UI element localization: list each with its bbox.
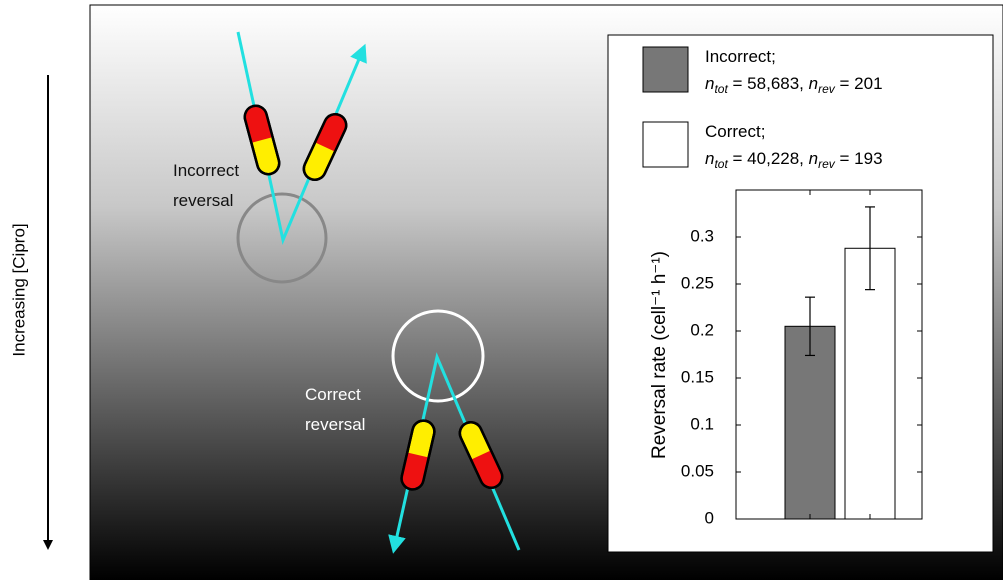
- y-tick-label: 0.1: [690, 414, 714, 433]
- y-tick-label: 0: [705, 508, 714, 527]
- legend-detail-part: = 40,228,: [728, 149, 809, 168]
- y-tick-label: 0.05: [681, 461, 714, 480]
- figure: Increasing [Cipro] Incorrect reversal Co…: [0, 0, 1003, 580]
- legend-detail-part: n: [705, 74, 714, 93]
- y-tick-label: 0.15: [681, 367, 714, 386]
- y-tick-label: 0.2: [690, 320, 714, 339]
- incorrect-label: Incorrect: [173, 161, 239, 180]
- legend-detail-part: n: [705, 149, 714, 168]
- legend-detail-part: = 201: [835, 74, 883, 93]
- gradient-label: Increasing [Cipro]: [9, 223, 28, 356]
- legend-swatch: [643, 122, 688, 167]
- legend-detail-part: rev: [818, 82, 836, 96]
- incorrect-label: reversal: [173, 191, 233, 210]
- legend-label: Incorrect;: [705, 47, 776, 66]
- correct-label: Correct: [305, 385, 361, 404]
- y-tick-label: 0.25: [681, 273, 714, 292]
- legend-detail-part: n: [809, 149, 818, 168]
- y-axis-label: Reversal rate (cell⁻¹ h⁻¹): [649, 251, 670, 459]
- legend-detail-part: rev: [818, 157, 836, 171]
- legend-detail-part: tot: [714, 82, 728, 96]
- legend-detail: ntot = 58,683, nrev = 201: [705, 74, 883, 96]
- legend-detail: ntot = 40,228, nrev = 193: [705, 149, 883, 171]
- legend-detail-part: = 193: [835, 149, 883, 168]
- legend-detail-part: = 58,683,: [728, 74, 809, 93]
- legend-label: Correct;: [705, 122, 765, 141]
- legend-detail-part: tot: [714, 157, 728, 171]
- legend-detail-part: n: [809, 74, 818, 93]
- y-tick-label: 0.3: [690, 226, 714, 245]
- legend-swatch: [643, 47, 688, 92]
- correct-label: reversal: [305, 415, 365, 434]
